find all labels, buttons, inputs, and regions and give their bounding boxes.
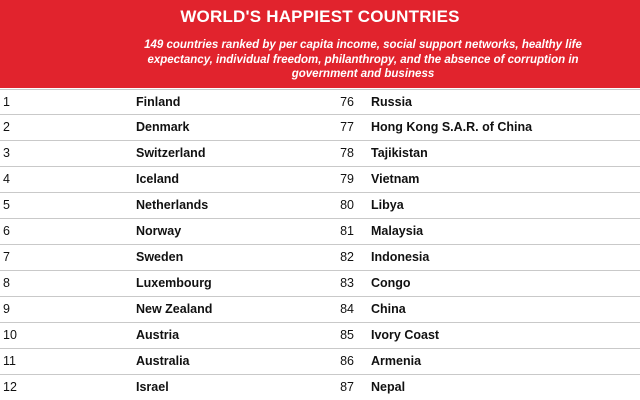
- table-row: 10 Austria 85 Ivory Coast: [0, 323, 640, 349]
- rank-left: 11: [3, 354, 16, 368]
- rank-left: 3: [3, 146, 10, 160]
- country-left: Netherlands: [136, 198, 209, 212]
- table-row: 12 Israel 87 Nepal: [0, 375, 640, 400]
- table-row: 8 Luxembourg 83 Congo: [0, 271, 640, 297]
- rank-right: 82: [340, 250, 354, 264]
- rank-right: 77: [340, 120, 354, 134]
- country-right: Malaysia: [371, 224, 424, 238]
- country-left: Luxembourg: [136, 276, 212, 290]
- rank-left: 5: [3, 198, 10, 212]
- country-left: Israel: [136, 380, 169, 394]
- country-right: Tajikistan: [371, 146, 428, 160]
- rank-left: 10: [3, 328, 17, 342]
- country-left: Denmark: [136, 120, 190, 134]
- country-left: Sweden: [136, 250, 184, 264]
- rank-right: 87: [340, 380, 354, 394]
- country-left: Finland: [136, 95, 181, 109]
- table-row: 3 Switzerland 78 Tajikistan: [0, 141, 640, 167]
- rank-left: 7: [3, 250, 10, 264]
- rank-left: 8: [3, 276, 10, 290]
- page-subtitle: 149 countries ranked by per capita incom…: [144, 39, 582, 80]
- rank-right: 78: [340, 146, 354, 160]
- rank-right: 86: [340, 354, 354, 368]
- country-right: Hong Kong S.A.R. of China: [371, 120, 533, 134]
- country-left: New Zealand: [136, 302, 213, 316]
- page-title: WORLD'S HAPPIEST COUNTRIES: [180, 7, 460, 26]
- table-row: 11 Australia 86 Armenia: [0, 349, 640, 375]
- country-right: Armenia: [371, 354, 422, 368]
- table-row: 9 New Zealand 84 China: [0, 297, 640, 323]
- rank-left: 12: [3, 380, 17, 394]
- table-row: 1 Finland 76 Russia: [0, 89, 640, 115]
- rankings-table: 1 Finland 76 Russia 2 Denmark 77 Hong Kong S.A.…: [0, 89, 640, 400]
- country-right: Russia: [371, 95, 412, 109]
- rank-left: 9: [3, 302, 10, 316]
- rank-left: 4: [3, 172, 10, 186]
- country-left: Australia: [136, 354, 190, 368]
- rank-right: 85: [340, 328, 354, 342]
- country-right: Congo: [371, 276, 411, 290]
- country-right: Libya: [371, 198, 404, 212]
- table-row: 2 Denmark 77 Hong Kong S.A.R. of China: [0, 115, 640, 141]
- country-right: Nepal: [371, 380, 406, 394]
- rank-left: 6: [3, 224, 10, 238]
- country-right: Ivory Coast: [371, 328, 440, 342]
- rank-right: 76: [340, 95, 354, 109]
- table-row: 7 Sweden 82 Indonesia: [0, 245, 640, 271]
- rank-right: 83: [340, 276, 354, 290]
- country-right: China: [371, 302, 406, 316]
- table-row: 4 Iceland 79 Vietnam: [0, 167, 640, 193]
- rank-left: 1: [3, 95, 10, 109]
- country-left: Norway: [136, 224, 182, 238]
- header-banner: WORLD'S HAPPIEST COUNTRIES 149 countries…: [0, 0, 640, 88]
- table-row: 5 Netherlands 80 Libya: [0, 193, 640, 219]
- table-row: 6 Norway 81 Malaysia: [0, 219, 640, 245]
- rank-right: 79: [340, 172, 354, 186]
- country-left: Switzerland: [136, 146, 206, 160]
- rank-left: 2: [3, 120, 10, 134]
- country-right: Vietnam: [371, 172, 420, 186]
- rank-right: 84: [340, 302, 354, 316]
- country-left: Iceland: [136, 172, 180, 186]
- country-right: Indonesia: [371, 250, 430, 264]
- country-left: Austria: [136, 328, 180, 342]
- rank-right: 80: [340, 198, 354, 212]
- rank-right: 81: [340, 224, 354, 238]
